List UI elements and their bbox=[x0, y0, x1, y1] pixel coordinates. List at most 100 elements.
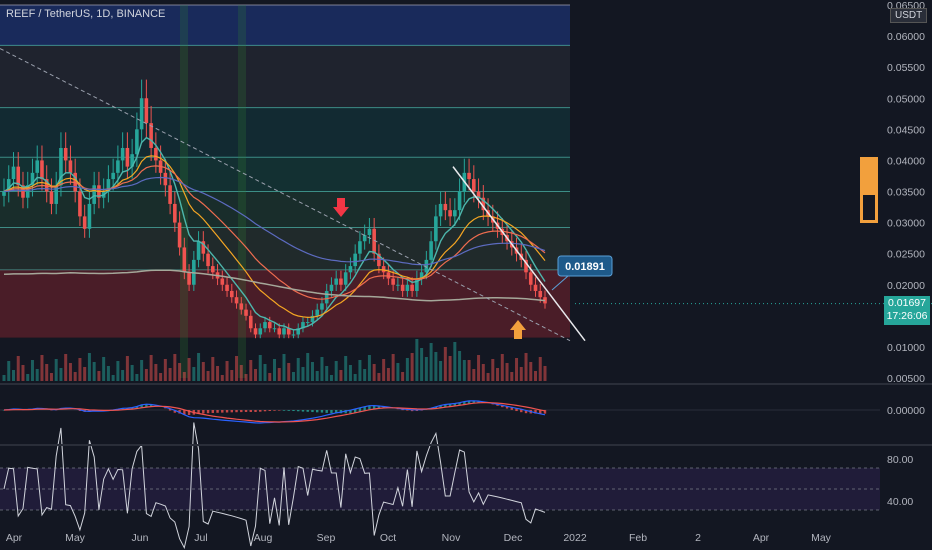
macd-hist bbox=[477, 401, 480, 403]
candle-body bbox=[296, 328, 301, 335]
candle-body bbox=[538, 290, 543, 298]
candle-body bbox=[206, 253, 210, 267]
time-tick: May bbox=[811, 532, 832, 544]
volume-bar bbox=[458, 351, 462, 381]
candle-body bbox=[68, 160, 73, 173]
price-tick: 0.04500 bbox=[887, 124, 925, 136]
volume-bar bbox=[453, 342, 457, 381]
volume-bar bbox=[64, 354, 68, 381]
candle-body bbox=[267, 322, 272, 329]
candle-body bbox=[211, 266, 215, 273]
volume-bar bbox=[258, 355, 262, 381]
macd-hist bbox=[244, 410, 248, 413]
volume-bar bbox=[163, 359, 167, 381]
candle-body bbox=[144, 98, 149, 124]
callout-price: 0.01891 bbox=[565, 261, 605, 273]
macd-hist bbox=[505, 406, 509, 409]
macd-hist bbox=[216, 410, 219, 413]
volume-bar bbox=[325, 366, 329, 381]
volume-bar bbox=[182, 372, 186, 381]
candle-body bbox=[168, 185, 172, 204]
candle-body bbox=[201, 241, 206, 254]
candle-body bbox=[16, 166, 21, 186]
macd-hist bbox=[287, 410, 290, 411]
volume-bar bbox=[49, 373, 53, 381]
candle-body bbox=[457, 191, 462, 211]
rsi-tick: 40.00 bbox=[887, 496, 913, 508]
macd-hist bbox=[515, 408, 518, 412]
macd-hist bbox=[534, 410, 537, 414]
candle-body bbox=[106, 179, 111, 192]
ema-fast bbox=[3, 136, 546, 331]
candle-body bbox=[453, 210, 457, 217]
macd-hist bbox=[197, 410, 200, 414]
macd-hist bbox=[368, 405, 371, 410]
candle-body bbox=[310, 315, 315, 323]
volume-bar bbox=[125, 356, 129, 381]
price-tick: 0.02000 bbox=[887, 280, 925, 292]
zone-1 bbox=[0, 45, 570, 108]
candle-body bbox=[130, 154, 134, 167]
volume-bar bbox=[92, 362, 96, 381]
volume-bar bbox=[168, 368, 172, 381]
candle-body bbox=[125, 147, 130, 167]
candle-body bbox=[362, 235, 367, 242]
volume-bar bbox=[524, 353, 528, 381]
volume-bar bbox=[249, 360, 253, 381]
volume-bar bbox=[420, 348, 424, 381]
macd-hist bbox=[524, 410, 528, 414]
volume-bar bbox=[310, 362, 314, 381]
zone-3 bbox=[0, 157, 570, 192]
candle-body bbox=[400, 284, 405, 291]
volume-bar bbox=[415, 339, 419, 381]
macd-hist bbox=[130, 407, 134, 410]
candle-body bbox=[315, 309, 320, 316]
macd-hist bbox=[145, 404, 148, 408]
candle-body bbox=[329, 284, 334, 291]
candle-body bbox=[234, 297, 239, 304]
last-price-tag: 0.01697 17:26:06 bbox=[884, 296, 930, 325]
macd-hist bbox=[510, 407, 513, 410]
macd-hist bbox=[173, 410, 177, 413]
volume-bar bbox=[477, 355, 481, 381]
volume-bar bbox=[306, 353, 310, 381]
macd-hist bbox=[259, 410, 262, 412]
time-tick: Dec bbox=[504, 532, 523, 544]
sell-arrow bbox=[333, 198, 349, 217]
volume-bar bbox=[26, 374, 30, 381]
volume-bar bbox=[173, 354, 177, 381]
candle-body bbox=[343, 272, 348, 285]
candle-body bbox=[291, 334, 296, 336]
candle-body bbox=[54, 185, 59, 204]
macd-hist bbox=[463, 401, 466, 405]
volume-bar bbox=[424, 357, 428, 381]
volume-bar bbox=[254, 369, 258, 381]
macd-hist bbox=[316, 410, 319, 413]
candle-body bbox=[448, 210, 452, 217]
zone-2 bbox=[0, 107, 570, 158]
macd-hist bbox=[363, 406, 366, 411]
candle-body bbox=[21, 185, 25, 198]
volume-bar bbox=[358, 360, 362, 381]
volume-bar bbox=[216, 366, 220, 381]
candle-body bbox=[301, 322, 305, 329]
candle-body bbox=[177, 222, 182, 248]
time-axis: Apr May Jun Jul Aug Sep Oct Nov Dec 2022 Feb 2 Apr Ma… bbox=[6, 532, 832, 544]
macd-hist bbox=[249, 410, 252, 413]
volume-bar bbox=[178, 363, 182, 381]
volume-bar bbox=[144, 369, 148, 381]
macd-hist bbox=[434, 406, 438, 409]
callout-pointer bbox=[551, 275, 569, 291]
candle-body bbox=[272, 328, 277, 330]
ema-mid bbox=[3, 155, 546, 319]
price-tick: 0.03500 bbox=[887, 187, 925, 199]
volume-bar bbox=[140, 360, 144, 381]
candle-body bbox=[253, 328, 258, 335]
volume-bar bbox=[467, 360, 471, 381]
macd-hist bbox=[225, 410, 229, 413]
dashed-trendline bbox=[0, 48, 571, 342]
candle-body bbox=[6, 179, 11, 192]
volume-bar bbox=[225, 361, 229, 381]
price-axis: 0.065000.060000.055000.050000.045000.040… bbox=[887, 0, 925, 508]
